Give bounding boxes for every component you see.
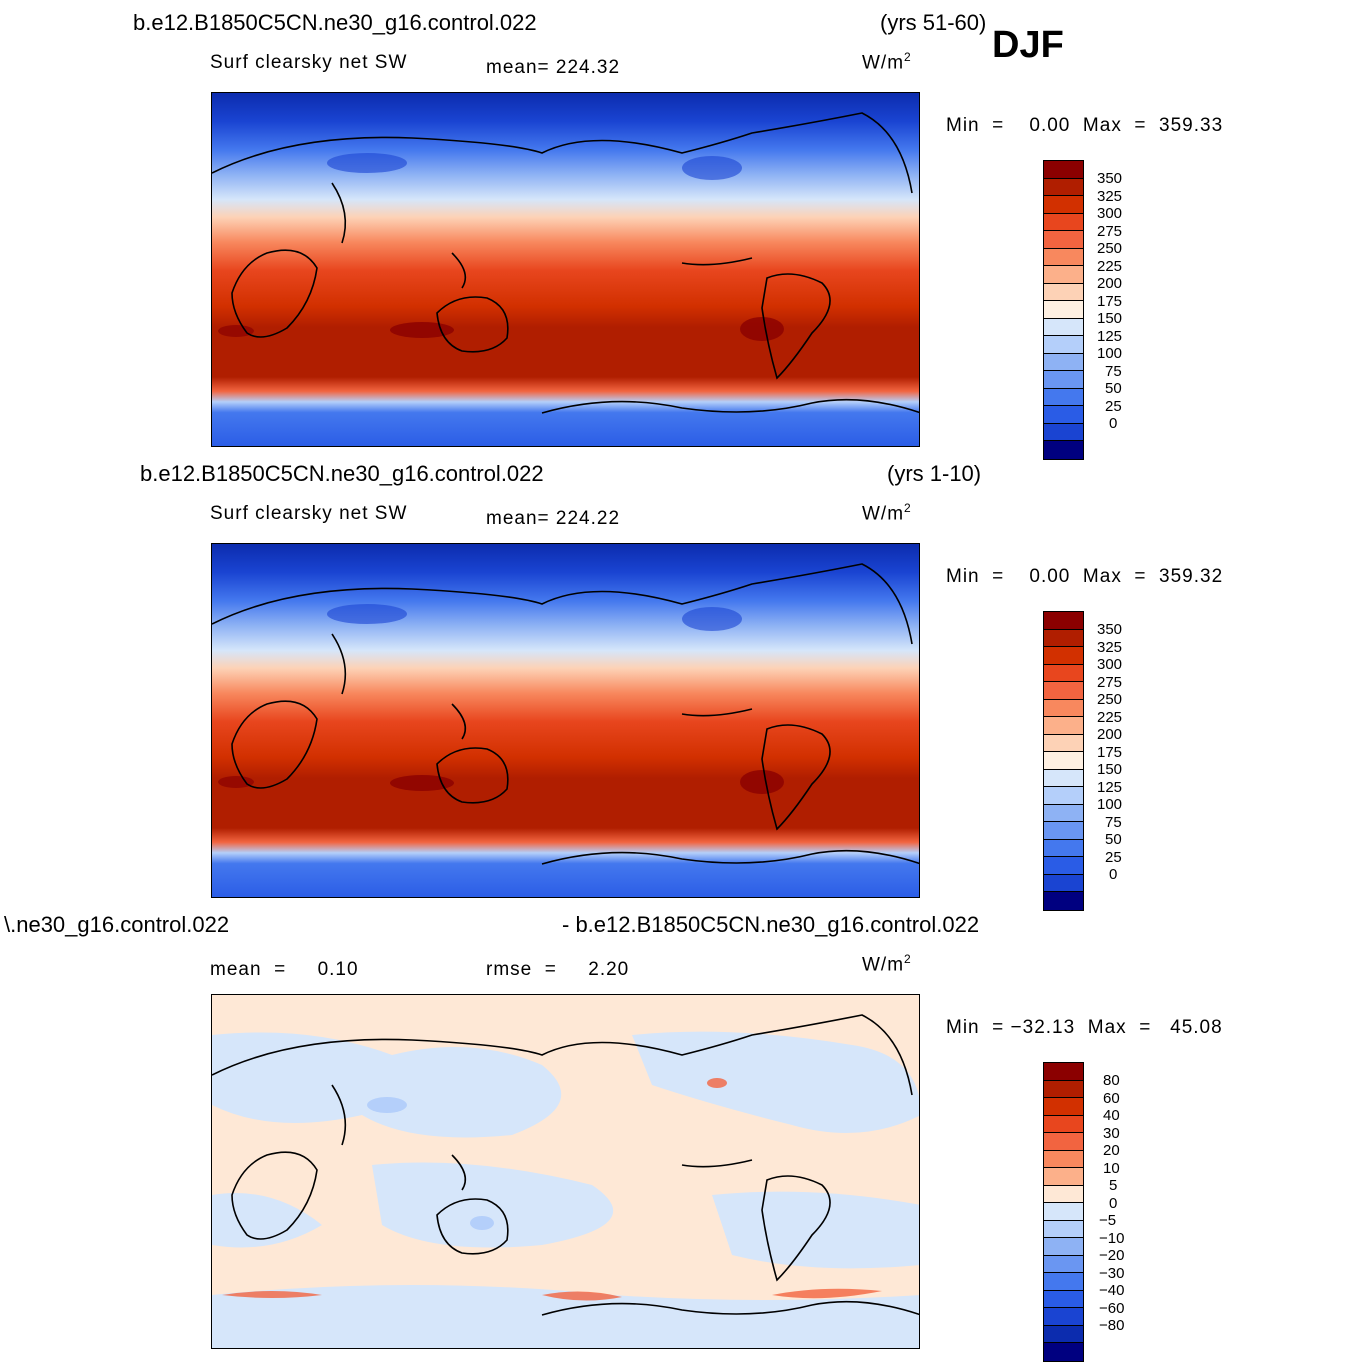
panel1-mean: mean= 224.32 [486, 57, 621, 78]
panel3-map [211, 994, 920, 1349]
panel2-minmax: Min = 0.00 Max = 359.32 [946, 566, 1224, 587]
panel1-years: (yrs 51-60) [880, 10, 987, 35]
panel3-units: W/m2 [862, 952, 912, 976]
panel2-colorbar [1043, 611, 1084, 911]
panel1-map [211, 92, 920, 447]
panel2-years: (yrs 1-10) [887, 461, 982, 486]
panel1-units: W/m2 [862, 50, 912, 74]
panel3-rmse: rmse = 2.20 [486, 959, 630, 980]
panel1-colorbar [1043, 160, 1084, 460]
panel3-minmax: Min = −32.13 Max = 45.08 [946, 1017, 1223, 1038]
panel2-mean: mean= 224.22 [486, 508, 621, 529]
panel2-case-title: b.e12.B1850C5CN.ne30_g16.control.022 [140, 461, 544, 486]
panel2-variable: Surf clearsky net SW [210, 503, 408, 524]
season-label: DJF [992, 24, 1064, 66]
panel3-colorbar [1043, 1062, 1084, 1362]
panel2-units: W/m2 [862, 501, 912, 525]
panel2-map [211, 543, 920, 898]
panel3-mean: mean = 0.10 [210, 959, 359, 980]
panel3-case-left: \.ne30_g16.control.022 [4, 912, 230, 937]
panel1-variable: Surf clearsky net SW [210, 52, 408, 73]
panel1-minmax: Min = 0.00 Max = 359.33 [946, 115, 1224, 136]
panel1-case-title: b.e12.B1850C5CN.ne30_g16.control.022 [133, 10, 537, 35]
panel3-case-right: - b.e12.B1850C5CN.ne30_g16.control.022 [562, 912, 980, 937]
